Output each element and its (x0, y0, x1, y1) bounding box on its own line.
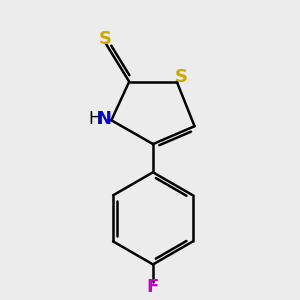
Text: N: N (96, 110, 111, 128)
Text: F: F (147, 278, 159, 296)
Text: S: S (175, 68, 188, 86)
Text: H: H (89, 110, 101, 128)
Text: S: S (99, 30, 112, 48)
